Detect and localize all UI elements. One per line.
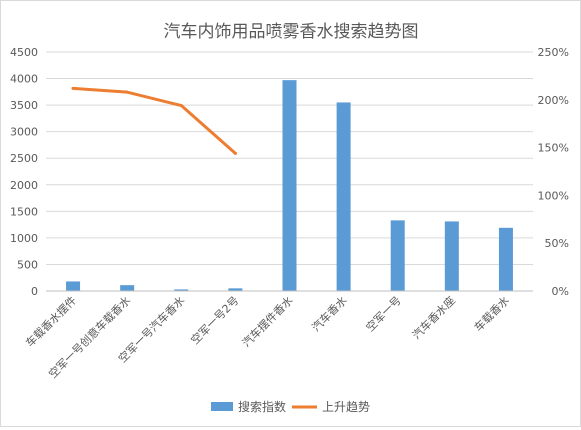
bar bbox=[282, 80, 297, 291]
y-left-tick-label: 1000 bbox=[10, 232, 38, 245]
bar bbox=[390, 220, 405, 291]
x-tick-label: 汽车摆件香水 bbox=[239, 293, 296, 350]
x-tick-label: 空军一号 bbox=[363, 293, 404, 334]
line-series bbox=[71, 86, 237, 155]
y-left-tick-label: 4500 bbox=[10, 46, 38, 59]
bar bbox=[336, 102, 351, 291]
legend-swatch-bar bbox=[211, 402, 233, 411]
y-axis-left: 0 500 1000 1500 2000 2500 3000 3500 4000 4500 bbox=[10, 46, 38, 298]
y-left-tick-label: 0 bbox=[31, 285, 38, 298]
x-tick-label: 空军一号2号 bbox=[188, 293, 242, 347]
legend-label-bar: 搜索指数 bbox=[238, 399, 286, 414]
y-left-tick-label: 4000 bbox=[10, 73, 38, 86]
bar bbox=[174, 289, 189, 291]
y-axis-right: 0% 50% 100% 150% 200% 250% bbox=[538, 46, 569, 298]
bar bbox=[66, 281, 81, 291]
legend-label-line: 上升趋势 bbox=[322, 400, 370, 414]
x-tick-label: 汽车香水座 bbox=[409, 293, 458, 342]
bar bbox=[228, 288, 243, 291]
legend: 搜索指数 上升趋势 bbox=[211, 399, 370, 414]
bar bbox=[120, 285, 135, 291]
chart-title: 汽车内饰用品喷雾香水搜索趋势图 bbox=[164, 22, 419, 42]
y-left-tick-label: 1500 bbox=[10, 205, 38, 218]
y-right-tick-label: 0% bbox=[552, 285, 569, 298]
y-left-tick-label: 2500 bbox=[10, 152, 38, 165]
x-tick-label: 车载香水 bbox=[471, 293, 512, 334]
x-tick-label: 车载香水摆件 bbox=[23, 293, 80, 350]
y-left-tick-label: 500 bbox=[17, 258, 38, 271]
y-right-tick-label: 50% bbox=[545, 237, 569, 250]
trend-line bbox=[71, 86, 237, 155]
y-left-tick-label: 3000 bbox=[10, 126, 38, 139]
y-left-tick-label: 2000 bbox=[10, 179, 38, 192]
y-right-tick-label: 100% bbox=[538, 189, 569, 202]
bar bbox=[498, 227, 513, 291]
y-left-tick-label: 3500 bbox=[10, 99, 38, 112]
y-right-tick-label: 250% bbox=[538, 46, 569, 59]
bar bbox=[444, 221, 459, 291]
line-point bbox=[179, 104, 183, 108]
line-point bbox=[233, 151, 237, 155]
y-right-tick-label: 200% bbox=[538, 94, 569, 107]
line-point bbox=[125, 90, 129, 94]
x-tick-label: 汽车香水 bbox=[309, 293, 350, 334]
y-right-tick-label: 150% bbox=[538, 142, 569, 155]
bar-series bbox=[66, 80, 513, 291]
line-point bbox=[71, 86, 75, 90]
